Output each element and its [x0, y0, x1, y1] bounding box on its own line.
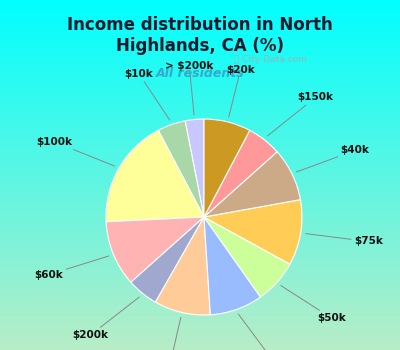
Text: $60k: $60k: [35, 256, 109, 280]
Text: $200k: $200k: [72, 297, 139, 340]
Wedge shape: [204, 217, 260, 315]
Text: $125k: $125k: [238, 314, 291, 350]
Wedge shape: [204, 217, 290, 297]
Text: $40k: $40k: [296, 146, 370, 172]
Text: ⓘ City-Data.com: ⓘ City-Data.com: [234, 55, 307, 64]
Text: $20k: $20k: [226, 64, 255, 117]
Text: $10k: $10k: [124, 69, 170, 120]
Wedge shape: [204, 130, 277, 217]
Wedge shape: [204, 119, 250, 217]
Wedge shape: [185, 119, 204, 217]
Wedge shape: [158, 121, 204, 217]
Text: > $200k: > $200k: [165, 61, 214, 114]
Wedge shape: [106, 130, 204, 222]
Text: $100k: $100k: [36, 137, 115, 166]
Text: Income distribution in North
Highlands, CA (%): Income distribution in North Highlands, …: [67, 16, 333, 55]
Text: $30k: $30k: [156, 317, 184, 350]
Text: $150k: $150k: [268, 92, 334, 136]
Text: All residents: All residents: [156, 67, 244, 80]
Wedge shape: [106, 217, 204, 282]
Text: $75k: $75k: [306, 233, 383, 246]
Wedge shape: [204, 199, 302, 264]
Wedge shape: [156, 217, 210, 315]
Wedge shape: [204, 152, 300, 217]
Wedge shape: [131, 217, 204, 302]
Text: $50k: $50k: [281, 286, 346, 323]
